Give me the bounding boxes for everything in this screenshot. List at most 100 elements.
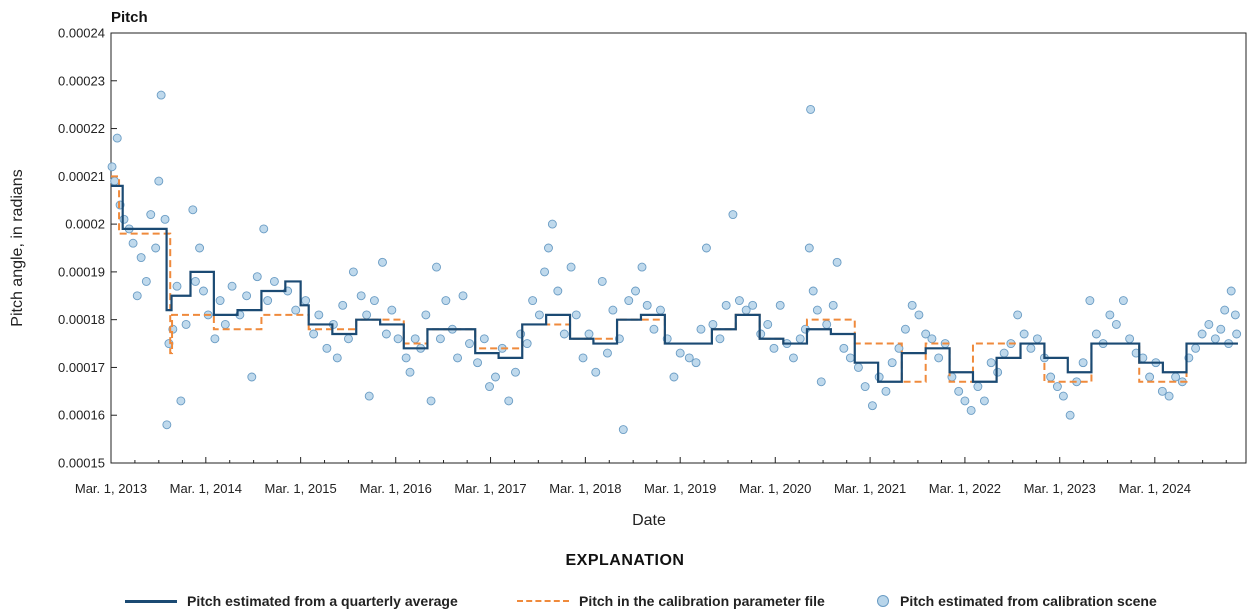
- scene-point: [112, 133, 122, 143]
- scene-point: [921, 329, 931, 339]
- scene-point: [141, 276, 151, 286]
- scene-point: [199, 286, 208, 296]
- scene-point: [1230, 310, 1240, 320]
- scene-point: [421, 310, 431, 320]
- scene-point: [511, 367, 520, 377]
- scene-point: [210, 334, 220, 344]
- x-tick-label: Mar. 1, 2017: [454, 481, 526, 496]
- scene-point: [816, 377, 826, 387]
- scene-point: [136, 253, 146, 263]
- y-tick-label: 0.00023: [58, 73, 105, 88]
- scene-point: [637, 262, 647, 272]
- scene-point: [172, 281, 182, 291]
- scene-point: [708, 319, 718, 329]
- x-tick-label: Mar. 1, 2013: [75, 481, 147, 496]
- scene-point: [881, 386, 891, 396]
- scene-point: [934, 353, 944, 363]
- pitch-chart: Pitch 0.000150.000160.000170.000180.0001…: [9, 9, 1247, 529]
- scene-point: [1052, 382, 1062, 392]
- x-tick-label: Mar. 1, 2024: [1119, 481, 1191, 496]
- scene-point: [332, 353, 342, 363]
- scene-point: [769, 343, 779, 353]
- scene-point: [1065, 410, 1075, 420]
- scene-point: [301, 296, 311, 306]
- scene-point: [401, 353, 411, 363]
- scene-point: [405, 367, 415, 377]
- scene-point: [966, 405, 976, 415]
- scene-point: [1085, 296, 1095, 306]
- scene-point: [291, 305, 301, 315]
- scene-point: [435, 334, 445, 344]
- plot-frame: [110, 32, 1247, 464]
- scene-point: [1013, 310, 1023, 320]
- scene-point: [1164, 391, 1174, 401]
- scene-point: [1058, 391, 1068, 401]
- scene-point: [410, 334, 420, 344]
- x-tick-label: Mar. 1, 2022: [929, 481, 1001, 496]
- scene-point: [387, 305, 397, 315]
- scene-point: [860, 382, 870, 392]
- scene-point: [728, 210, 738, 220]
- scene-point: [309, 329, 319, 339]
- scene-point: [160, 214, 170, 224]
- scene-point: [156, 90, 166, 100]
- scene-point: [227, 281, 237, 291]
- scene-point: [721, 300, 731, 310]
- legend-item-scene: Pitch estimated from calibration scene: [876, 592, 1157, 610]
- scene-point: [516, 329, 526, 339]
- legend-item-cpf: Pitch in the calibration parameter file: [517, 592, 825, 610]
- scene-point: [559, 329, 569, 339]
- y-tick-label: 0.00015: [58, 456, 105, 471]
- scene-point: [701, 243, 711, 253]
- scene-point: [979, 396, 989, 406]
- y-tick-label: 0.0002: [65, 217, 105, 232]
- y-tick-label: 0.00021: [58, 169, 105, 184]
- scene-point: [1157, 386, 1167, 396]
- x-axis: Mar. 1, 2013 Mar. 1, 2014 Mar. 1, 2015 Mar.…: [75, 457, 1227, 496]
- y-axis: 0.00015 0.00016 0.00017 0.00018 0.00019 0.000…: [58, 26, 117, 471]
- y-tick-label: 0.00024: [58, 26, 105, 41]
- scene-point: [338, 300, 348, 310]
- scene-point: [1125, 334, 1135, 344]
- y-tick-label: 0.00016: [58, 408, 105, 423]
- scene-point: [528, 296, 538, 306]
- scene-point: [804, 243, 814, 253]
- scene-point: [1226, 286, 1236, 296]
- scene-point: [220, 319, 230, 329]
- scene-point: [867, 401, 877, 411]
- scene-point: [176, 396, 186, 406]
- x-tick-label: Mar. 1, 2018: [549, 481, 621, 496]
- scene-point: [381, 329, 391, 339]
- scene-point: [343, 334, 353, 344]
- scene-point: [812, 305, 822, 315]
- scene-point: [853, 362, 863, 372]
- scene-point: [356, 291, 366, 301]
- solid-line-swatch: [125, 594, 177, 608]
- scene-point: [1078, 358, 1088, 368]
- scene-point: [1032, 334, 1042, 344]
- scene-point: [504, 396, 514, 406]
- scene-point: [110, 176, 120, 186]
- y-tick-label: 0.00018: [58, 312, 105, 327]
- scene-point: [828, 300, 838, 310]
- scene-point: [675, 348, 685, 358]
- scene-point: [608, 305, 618, 315]
- scene-point: [154, 176, 164, 186]
- scene-point: [1046, 372, 1056, 382]
- legend: EXPLANATION Pitch estimated from a quart…: [0, 550, 1250, 616]
- scene-point: [808, 286, 818, 296]
- quarterly-step-line: [111, 184, 1238, 383]
- scene-point: [544, 243, 553, 253]
- scene-point: [1091, 329, 1101, 339]
- x-tick-label: Mar. 1, 2016: [360, 481, 432, 496]
- scene-point: [1019, 329, 1029, 339]
- scene-point: [188, 205, 198, 215]
- scene-point: [655, 305, 665, 315]
- scene-point: [259, 224, 269, 234]
- scene-point: [426, 396, 436, 406]
- scene-point: [378, 257, 387, 267]
- scene-point: [914, 310, 924, 320]
- scene-point: [322, 343, 332, 353]
- scene-point: [795, 334, 805, 344]
- scene-point: [162, 420, 172, 430]
